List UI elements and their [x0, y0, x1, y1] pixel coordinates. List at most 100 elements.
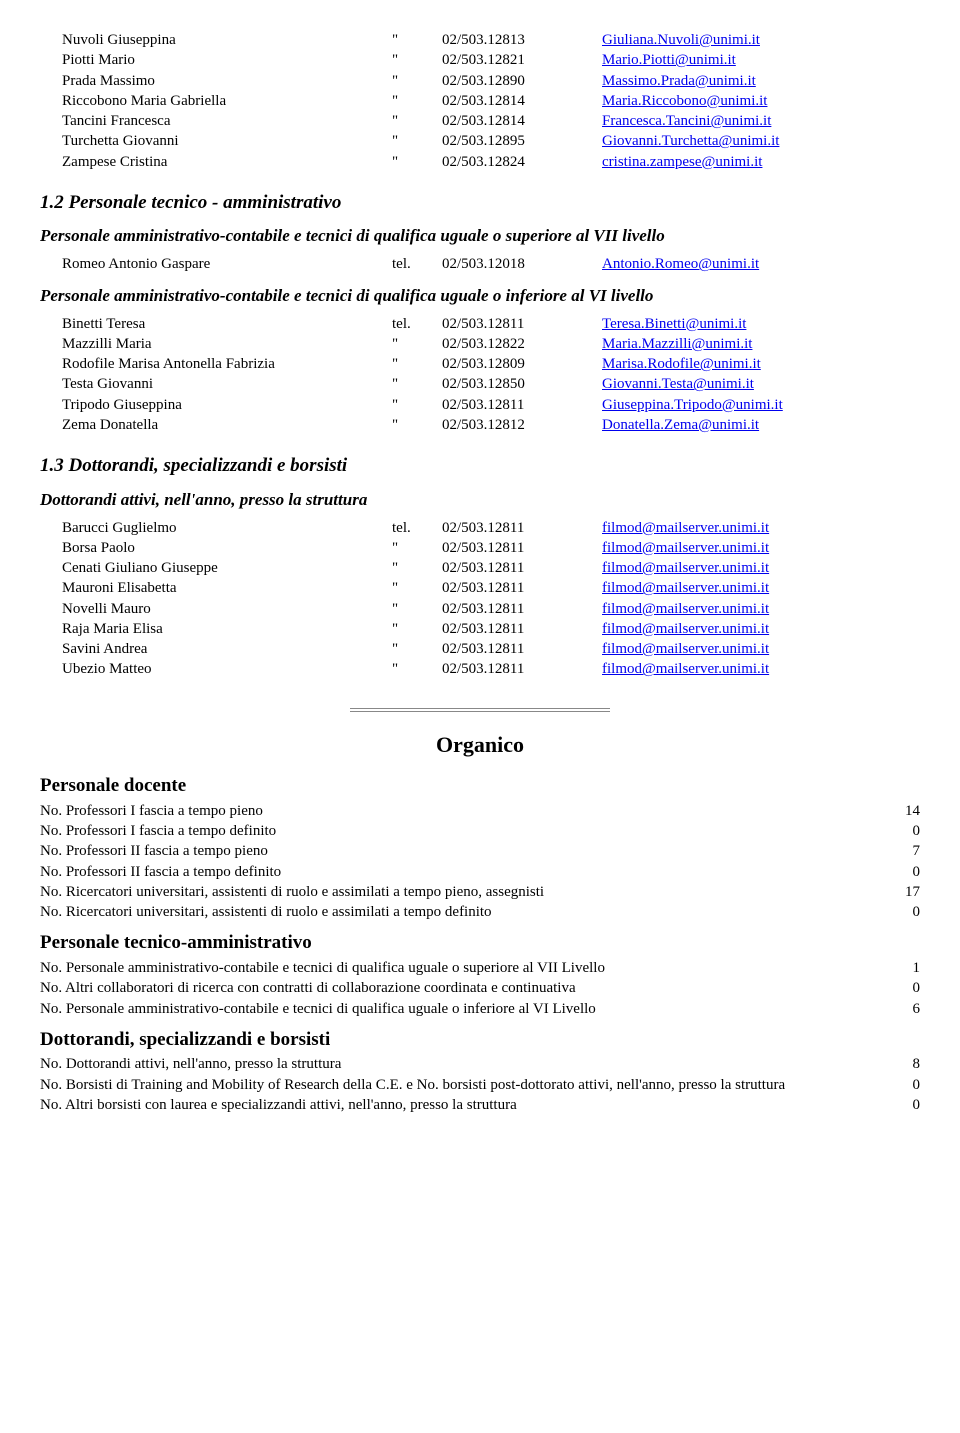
- staff-name: Tancini Francesca: [62, 111, 392, 131]
- staff-mark: ": [392, 619, 442, 639]
- staff-email-cell: Giuliana.Nuvoli@unimi.it: [602, 30, 920, 50]
- staff-email-link[interactable]: Maria.Mazzilli@unimi.it: [602, 336, 752, 352]
- staff-row: Romeo Antonio Gasparetel.02/503.12018Ant…: [62, 254, 920, 274]
- staff-name: Binetti Teresa: [62, 314, 392, 334]
- staff-row: Cenati Giuliano Giuseppe"02/503.12811fil…: [62, 558, 920, 578]
- staff-name: Riccobono Maria Gabriella: [62, 91, 392, 111]
- organico-label: No. Professori I fascia a tempo pieno: [40, 801, 880, 821]
- staff-row: Nuvoli Giuseppina"02/503.12813Giuliana.N…: [62, 30, 920, 50]
- staff-email-link[interactable]: Maria.Riccobono@unimi.it: [602, 93, 767, 109]
- staff-mark: ": [392, 91, 442, 111]
- staff-email-link[interactable]: Mario.Piotti@unimi.it: [602, 52, 736, 68]
- organico-subheading: Dottorandi, specializzandi e borsisti: [40, 1027, 920, 1053]
- staff-email-cell: Massimo.Prada@unimi.it: [602, 71, 920, 91]
- staff-row: Barucci Guglielmotel.02/503.12811filmod@…: [62, 518, 920, 538]
- staff-mark: ": [392, 578, 442, 598]
- staff-email-link[interactable]: filmod@mailserver.unimi.it: [602, 661, 769, 677]
- staff-email-link[interactable]: filmod@mailserver.unimi.it: [602, 621, 769, 637]
- organico-row: No. Professori II fascia a tempo pieno7: [40, 841, 920, 861]
- staff-mark: ": [392, 639, 442, 659]
- staff-email-link[interactable]: filmod@mailserver.unimi.it: [602, 540, 769, 556]
- organico-row: No. Personale amministrativo-contabile e…: [40, 958, 920, 978]
- staff-row: Novelli Mauro"02/503.12811filmod@mailser…: [62, 599, 920, 619]
- staff-mark: tel.: [392, 518, 442, 538]
- staff-email-link[interactable]: Giovanni.Turchetta@unimi.it: [602, 133, 779, 149]
- organico-row: No. Altri collaboratori di ricerca con c…: [40, 978, 920, 998]
- staff-name: Piotti Mario: [62, 50, 392, 70]
- organico-value: 6: [880, 999, 920, 1019]
- organico-value: 1: [880, 958, 920, 978]
- staff-phone: 02/503.12811: [442, 639, 602, 659]
- staff-email-cell: Maria.Mazzilli@unimi.it: [602, 334, 920, 354]
- staff-phone: 02/503.12814: [442, 91, 602, 111]
- subheading-1-2a: Personale amministrativo-contabile e tec…: [40, 225, 920, 248]
- organico-value: 0: [880, 902, 920, 922]
- staff-phone: 02/503.12811: [442, 395, 602, 415]
- staff-email-link[interactable]: cristina.zampese@unimi.it: [602, 154, 762, 170]
- staff-mark: ": [392, 415, 442, 435]
- staff-email-cell: Mario.Piotti@unimi.it: [602, 50, 920, 70]
- staff-phone: 02/503.12811: [442, 578, 602, 598]
- staff-email-link[interactable]: Massimo.Prada@unimi.it: [602, 73, 756, 89]
- staff-row: Tancini Francesca"02/503.12814Francesca.…: [62, 111, 920, 131]
- staff-row: Riccobono Maria Gabriella"02/503.12814Ma…: [62, 91, 920, 111]
- organico-label: No. Personale amministrativo-contabile e…: [40, 958, 880, 978]
- organico-label: No. Dottorandi attivi, nell'anno, presso…: [40, 1054, 880, 1074]
- staff-email-link[interactable]: Marisa.Rodofile@unimi.it: [602, 356, 761, 372]
- staff-phone: 02/503.12809: [442, 354, 602, 374]
- staff-email-cell: Antonio.Romeo@unimi.it: [602, 254, 920, 274]
- staff-row: Binetti Teresatel.02/503.12811Teresa.Bin…: [62, 314, 920, 334]
- staff-mark: ": [392, 395, 442, 415]
- staff-row: Savini Andrea"02/503.12811filmod@mailser…: [62, 639, 920, 659]
- staff-email-link[interactable]: filmod@mailserver.unimi.it: [602, 580, 769, 596]
- staff-email-link[interactable]: filmod@mailserver.unimi.it: [602, 641, 769, 657]
- staff-mark: tel.: [392, 314, 442, 334]
- organico-row: No. Professori I fascia a tempo pieno14: [40, 801, 920, 821]
- staff-row: Tripodo Giuseppina"02/503.12811Giuseppin…: [62, 395, 920, 415]
- staff-name: Raja Maria Elisa: [62, 619, 392, 639]
- staff-email-cell: filmod@mailserver.unimi.it: [602, 538, 920, 558]
- organico-row: No. Professori II fascia a tempo definit…: [40, 862, 920, 882]
- staff-name: Zampese Cristina: [62, 152, 392, 172]
- staff-name: Testa Giovanni: [62, 374, 392, 394]
- organico-label: No. Altri collaboratori di ricerca con c…: [40, 978, 880, 998]
- staff-row: Mauroni Elisabetta"02/503.12811filmod@ma…: [62, 578, 920, 598]
- organico-title: Organico: [40, 730, 920, 760]
- organico-value: 7: [880, 841, 920, 861]
- staff-mark: ": [392, 131, 442, 151]
- organico-row: No. Ricercatori universitari, assistenti…: [40, 902, 920, 922]
- staff-email-link[interactable]: Donatella.Zema@unimi.it: [602, 417, 759, 433]
- staff-email-link[interactable]: Francesca.Tancini@unimi.it: [602, 113, 771, 129]
- staff-row: Raja Maria Elisa"02/503.12811filmod@mail…: [62, 619, 920, 639]
- staff-mark: ": [392, 374, 442, 394]
- staff-phone: 02/503.12811: [442, 619, 602, 639]
- staff-email-link[interactable]: Giovanni.Testa@unimi.it: [602, 376, 754, 392]
- staff-mark: ": [392, 71, 442, 91]
- staff-mark: ": [392, 334, 442, 354]
- organico-row: No. Personale amministrativo-contabile e…: [40, 999, 920, 1019]
- staff-email-cell: filmod@mailserver.unimi.it: [602, 659, 920, 679]
- staff-email-link[interactable]: filmod@mailserver.unimi.it: [602, 520, 769, 536]
- staff-name: Prada Massimo: [62, 71, 392, 91]
- staff-email-cell: filmod@mailserver.unimi.it: [602, 619, 920, 639]
- staff-email-link[interactable]: Giuseppina.Tripodo@unimi.it: [602, 397, 783, 413]
- organico-row: No. Borsisti di Training and Mobility of…: [40, 1075, 920, 1095]
- staff-name: Mauroni Elisabetta: [62, 578, 392, 598]
- heading-1-3: 1.3 Dottorandi, specializzandi e borsist…: [40, 453, 920, 479]
- staff-row: Prada Massimo"02/503.12890Massimo.Prada@…: [62, 71, 920, 91]
- staff-mark: ": [392, 30, 442, 50]
- staff-email-link[interactable]: Giuliana.Nuvoli@unimi.it: [602, 32, 760, 48]
- staff-email-link[interactable]: filmod@mailserver.unimi.it: [602, 601, 769, 617]
- organico-value: 8: [880, 1054, 920, 1074]
- organico-row: No. Altri borsisti con laurea e speciali…: [40, 1095, 920, 1115]
- staff-email-link[interactable]: Antonio.Romeo@unimi.it: [602, 256, 759, 272]
- staff-phone: 02/503.12811: [442, 599, 602, 619]
- staff-name: Novelli Mauro: [62, 599, 392, 619]
- staff-email-link[interactable]: Teresa.Binetti@unimi.it: [602, 316, 746, 332]
- staff-email-cell: Giovanni.Turchetta@unimi.it: [602, 131, 920, 151]
- subheading-1-3: Dottorandi attivi, nell'anno, presso la …: [40, 489, 920, 512]
- staff-email-link[interactable]: filmod@mailserver.unimi.it: [602, 560, 769, 576]
- organico-subheading: Personale tecnico-amministrativo: [40, 930, 920, 956]
- staff-name: Nuvoli Giuseppina: [62, 30, 392, 50]
- staff-phone: 02/503.12811: [442, 659, 602, 679]
